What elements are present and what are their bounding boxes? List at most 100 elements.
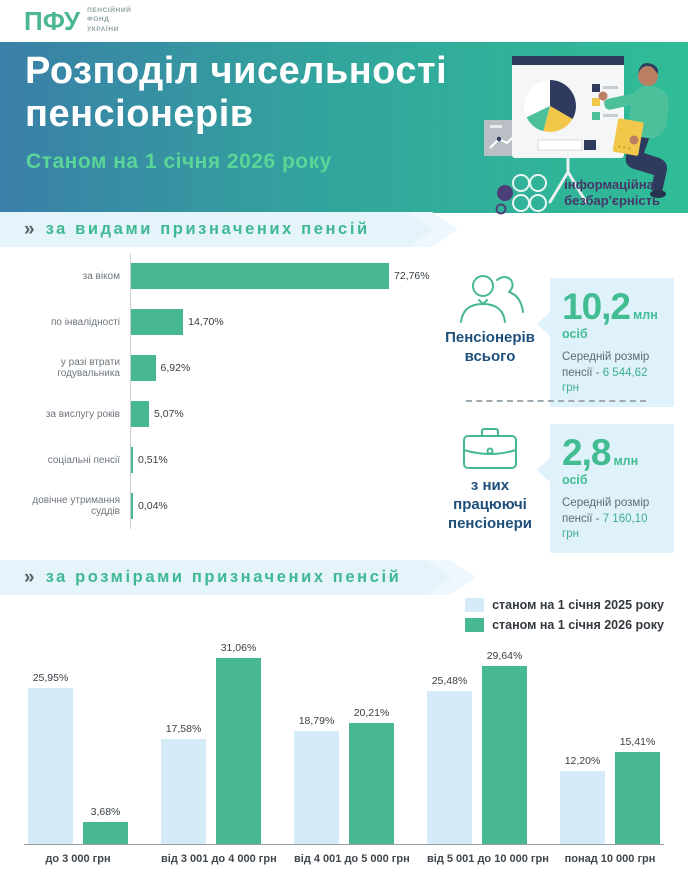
bar-category-label: довічне утримання суддів (32, 495, 120, 517)
presenter-person (598, 63, 669, 198)
bar-wrap: 31,06% (216, 642, 261, 844)
x-axis-label: від 3 001 до 4 000 грн (161, 853, 277, 865)
bar (349, 722, 394, 844)
bar-wrap: 20,21% (349, 707, 394, 844)
working-value-row: 2,8 млн осіб (562, 434, 666, 489)
bar (131, 355, 156, 381)
working-average-pension: Середній розмір пенсії - 7 160,10 грн (562, 496, 666, 543)
bar-value-label: 5,07% (153, 408, 184, 420)
working-value: 2,8 (562, 432, 611, 473)
bar (427, 691, 472, 844)
bar-category-label: за віком (82, 270, 120, 282)
bar-value-label: 18,79% (298, 715, 335, 728)
bar (482, 666, 527, 844)
bar (131, 309, 184, 335)
bar-wrap: 25,48% (427, 675, 472, 844)
bar-value-label: 12,20% (564, 754, 601, 767)
pfu-logo-org-line: ФОНД (87, 16, 110, 24)
bar-value-label: 25,95% (32, 672, 69, 685)
label-line: всього (464, 347, 516, 365)
total-value-row: 10,2 млн осіб (562, 288, 666, 343)
pension-sizes-xlabels: до 3 000 грн від 3 001 до 4 000 грн від 4 … (24, 853, 664, 865)
total-pensioners-block: Пенсіонерів всього (434, 272, 546, 367)
pie-chart-icon (524, 80, 576, 132)
pfu-logo-abbr: ПФУ (24, 5, 81, 36)
bar-value-label: 29,64% (486, 650, 523, 663)
working-pensioners-block: з них працюючі пенсіонери (434, 424, 546, 533)
total-average-pension: Середній розмір пенсії - 6 544,62 грн (562, 350, 666, 397)
pension-sizes-chart: 25,95% 3,68% 17,58% 31,06% 18,79% 20,21% 25,48… (24, 632, 664, 845)
total-value: 10,2 (562, 286, 631, 327)
section-title-by-type: за видами призначених пенсій (45, 220, 370, 238)
bar-category-label: у разі втрати годувальника (57, 357, 120, 379)
presenter-illustration (484, 56, 669, 204)
pfu-logo-org-line: УКРАЇНИ (87, 25, 119, 33)
bar-track: 14,70% (130, 299, 444, 345)
x-axis-label: понад 10 000 грн (564, 853, 656, 865)
bar-value-label: 0,04% (138, 500, 168, 512)
avg-desc-line1: Середній розмір (562, 497, 650, 509)
accessibility-badge: інформаційна безбар'єрність (494, 170, 660, 216)
bar (83, 821, 128, 844)
bar-value-label: 17,58% (165, 722, 202, 735)
bar (131, 401, 149, 427)
bar-group: 12,20% 15,41% (560, 736, 660, 844)
pfu-logo-org: ПЕНСІЙНИЙ ФОНД УКРАЇНИ (87, 7, 131, 34)
legend-item-2025: станом на 1 січня 2025 року (465, 598, 664, 612)
working-pensioners-label: з них працюючі пенсіонери (434, 477, 546, 533)
tripod (548, 156, 588, 204)
chevron-marker-icon: » (24, 566, 35, 588)
bar-group: 25,95% 3,68% (28, 672, 128, 844)
bar (28, 688, 73, 844)
bar-track: 6,92% (130, 345, 444, 391)
legend-label-2025: станом на 1 січня 2025 року (492, 598, 664, 612)
bar-wrap: 17,58% (161, 723, 206, 844)
total-pensioners-callout: 10,2 млн осіб Середній розмір пенсії - 6 … (537, 278, 674, 407)
total-pensioners-label: Пенсіонерів всього (434, 329, 546, 367)
avg-pension-value: 6 544,62 грн (562, 366, 648, 395)
avg-desc-line1: Середній розмір (562, 351, 650, 363)
bar-value-label: 3,68% (90, 805, 121, 818)
avg-desc-prefix: пенсії - (562, 512, 603, 525)
bar-value-label: 31,06% (220, 641, 257, 654)
pfu-logo: ПФУ ПЕНСІЙНИЙ ФОНД УКРАЇНИ (24, 7, 131, 34)
chart-row: по інвалідності 14,70% (24, 299, 444, 345)
bar-track: 0,51% (130, 437, 444, 483)
legend-swatch-2025 (465, 598, 485, 612)
chart-row: за вислугу років 5,07% (24, 391, 444, 437)
briefcase-icon (463, 428, 517, 469)
bar-wrap: 12,20% (560, 755, 605, 844)
total-unit: млн осіб (562, 308, 658, 341)
avg-desc-prefix: пенсії - (562, 366, 603, 379)
bar-group: 25,48% 29,64% (427, 650, 527, 844)
dashed-divider (466, 400, 646, 402)
bar-wrap: 15,41% (615, 736, 660, 844)
bar-value-label: 25,48% (431, 675, 468, 688)
x-axis-label: від 4 001 до 5 000 грн (294, 853, 410, 865)
bar-group: 18,79% 20,21% (294, 707, 394, 844)
bar-group: 17,58% 31,06% (161, 642, 261, 844)
label-line: працюючі (453, 495, 527, 513)
pfu-logo-org-line: ПЕНСІЙНИЙ (87, 7, 132, 14)
label-line: з них (470, 477, 510, 494)
page-title: Розподіл чисельності пенсіонерів (25, 50, 447, 135)
x-axis-label: від 5 001 до 10 000 грн (427, 853, 549, 865)
bar-value-label: 20,21% (353, 706, 390, 719)
section-title-by-size: за розмірами призначених пенсій (45, 568, 402, 586)
page-title-line1: Розподіл чисельності (25, 50, 448, 92)
bar-track: 0,04% (130, 483, 444, 529)
bar-wrap: 3,68% (83, 806, 128, 844)
bar (161, 738, 206, 844)
section-band-by-type: » за видами призначених пенсій (0, 212, 434, 247)
bar-value-label: 0,51% (138, 454, 168, 466)
bar-category-label: за вислугу років (45, 408, 120, 420)
section-band-by-size: » за розмірами призначених пенсій (0, 560, 452, 595)
pensioners-icon (460, 275, 524, 323)
badge-line2: безбар'єрність (564, 193, 660, 208)
bar (131, 447, 133, 473)
avg-pension-value: 7 160,10 грн (562, 512, 648, 541)
chart-row: довічне утримання суддів 0,04% (24, 483, 444, 529)
page-subtitle: Станом на 1 січня 2026 року (26, 150, 332, 173)
chart-row: у разі втрати годувальника 6,92% (24, 345, 444, 391)
page-title-line2: пенсіонерів (25, 92, 254, 135)
